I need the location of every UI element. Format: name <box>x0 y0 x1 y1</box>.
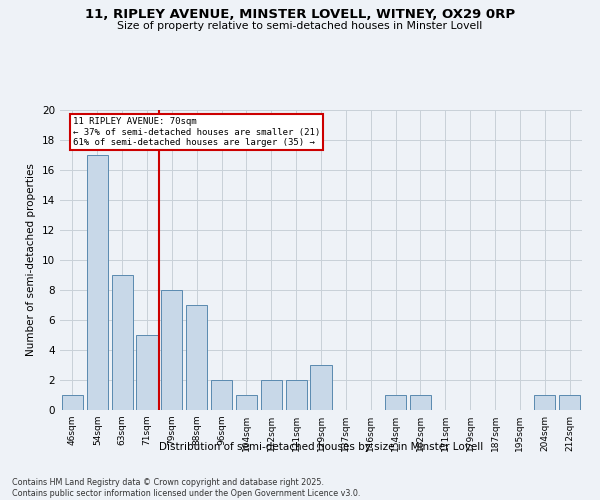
Text: 11, RIPLEY AVENUE, MINSTER LOVELL, WITNEY, OX29 0RP: 11, RIPLEY AVENUE, MINSTER LOVELL, WITNE… <box>85 8 515 20</box>
Bar <box>534 395 555 410</box>
Text: 11 RIPLEY AVENUE: 70sqm
← 37% of semi-detached houses are smaller (21)
61% of se: 11 RIPLEY AVENUE: 70sqm ← 37% of semi-de… <box>73 118 320 148</box>
Bar <box>112 275 133 410</box>
Bar <box>136 335 158 410</box>
Bar <box>186 305 207 410</box>
Bar <box>559 395 580 410</box>
Bar <box>211 380 232 410</box>
Bar <box>236 395 257 410</box>
Bar <box>161 290 182 410</box>
Bar <box>310 365 332 410</box>
Bar <box>286 380 307 410</box>
Bar <box>261 380 282 410</box>
Bar <box>385 395 406 410</box>
Bar <box>410 395 431 410</box>
Bar <box>87 155 108 410</box>
Y-axis label: Number of semi-detached properties: Number of semi-detached properties <box>26 164 37 356</box>
Text: Distribution of semi-detached houses by size in Minster Lovell: Distribution of semi-detached houses by … <box>159 442 483 452</box>
Bar <box>62 395 83 410</box>
Text: Size of property relative to semi-detached houses in Minster Lovell: Size of property relative to semi-detach… <box>118 21 482 31</box>
Text: Contains HM Land Registry data © Crown copyright and database right 2025.
Contai: Contains HM Land Registry data © Crown c… <box>12 478 361 498</box>
